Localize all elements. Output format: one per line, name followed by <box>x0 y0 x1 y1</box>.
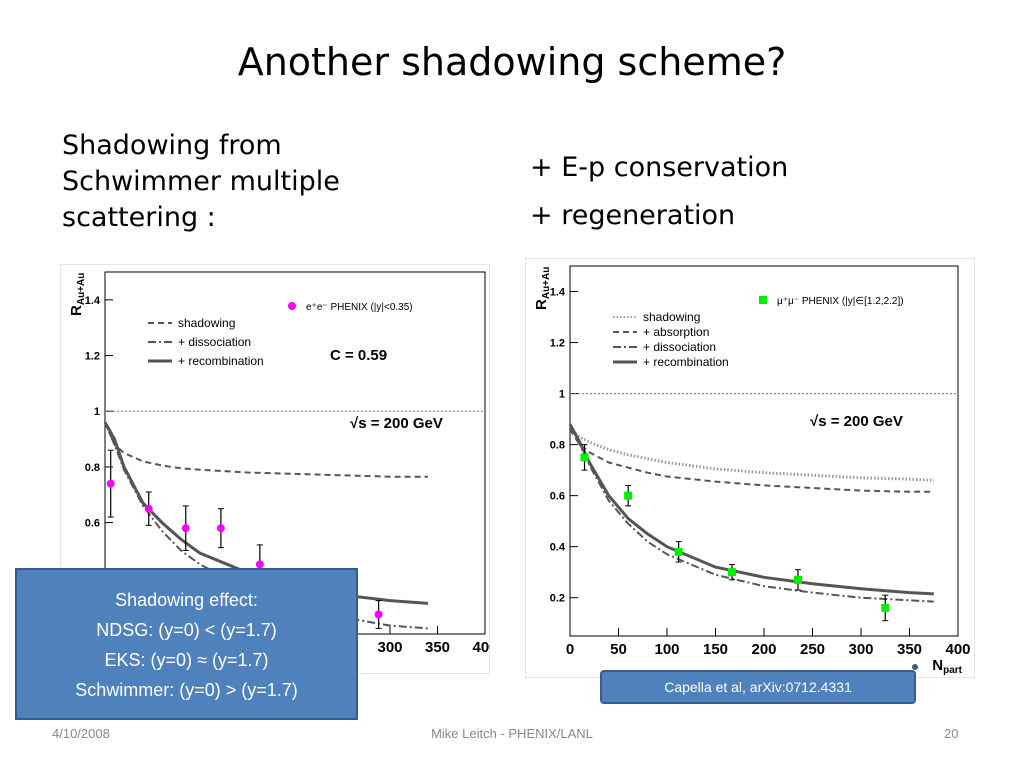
legend-label: shadowing <box>643 310 700 324</box>
legend-marker <box>759 296 767 304</box>
y-tick-label: 0.6 <box>85 518 100 530</box>
legend-label: + dissociation <box>178 335 251 349</box>
data-point <box>255 560 264 569</box>
callout-line-schwimmer: Schwimmer: (y=0) > (y=1.7) <box>75 680 298 700</box>
x-tick-label: 50 <box>610 641 627 658</box>
data-point <box>727 568 736 577</box>
data-point <box>181 524 190 533</box>
x-tick-label: 400 <box>472 639 490 656</box>
legend-label: + absorption <box>643 325 709 339</box>
data-point <box>216 524 225 533</box>
y-tick-label: 0.8 <box>85 462 100 474</box>
right-list: + E-p conservation + regeneration <box>530 152 788 248</box>
x-tick-label: 250 <box>800 641 825 658</box>
x-tick-label: 300 <box>848 641 873 658</box>
y-tick-label: 0.2 <box>550 593 565 605</box>
data-point <box>374 610 383 619</box>
x-axis-label-subscript: part <box>943 665 963 676</box>
data-point <box>881 603 890 612</box>
x-tick-label: 400 <box>945 641 970 658</box>
y-tick-label: 1 <box>94 406 100 418</box>
data-point <box>106 479 115 488</box>
left-subtitle: Shadowing from Schwimmer multiple scatte… <box>62 130 340 233</box>
y-tick-label: 0.4 <box>550 542 566 554</box>
x-tick-label: 100 <box>654 641 679 658</box>
legend-label: + recombination <box>178 354 264 368</box>
curve-recombination <box>568 423 934 596</box>
callout-line-title: Shadowing effect: <box>115 590 258 610</box>
curve-shadowing <box>104 422 428 478</box>
x-tick-label: 200 <box>751 641 776 658</box>
right-item-ep-conservation: + E-p conservation <box>530 152 789 183</box>
y-axis-label-subscript: Au+Au <box>541 267 552 300</box>
curve-absorption <box>569 428 934 493</box>
data-point <box>674 547 683 556</box>
reference-callout: Capella et al, arXiv:0712.4331 <box>600 664 918 704</box>
right-item-regeneration: + regeneration <box>530 200 736 231</box>
callout-line-eks: EKS: (y=0) ≈ (y=1.7) <box>104 650 269 670</box>
data-point <box>580 453 589 462</box>
curve-dissociation <box>104 422 429 630</box>
x-tick-label: 0 <box>566 641 574 658</box>
y-tick-label: 1.4 <box>550 287 566 299</box>
data-point <box>624 491 633 500</box>
footer-date: 4/10/2008 <box>52 726 110 741</box>
curve-shadowing <box>569 428 934 482</box>
y-tick-label: 1.4 <box>85 295 101 307</box>
chart-background <box>525 258 975 678</box>
x-tick-label: 150 <box>703 641 728 658</box>
y-tick-label: 0.6 <box>550 491 565 503</box>
legend-label: + recombination <box>643 355 729 369</box>
footer-page-number: 20 <box>944 726 959 741</box>
y-axis-label-subscript: Au+Au <box>76 273 87 306</box>
right-chart: 0.2 0.4 0.6 0.8 1 1.2 1.4 0 50 100 150 200 250 300 350… <box>525 258 975 678</box>
data-point <box>793 575 802 584</box>
legend-marker <box>288 302 296 310</box>
legend-label: + dissociation <box>643 340 716 354</box>
y-tick-label: 1.2 <box>85 351 100 363</box>
data-point <box>144 504 153 513</box>
x-tick-label: 350 <box>425 639 450 656</box>
shadowing-effect-callout: Shadowing effect: NDSG: (y=0) < (y=1.7) … <box>15 568 358 720</box>
footer-author: Mike Leitch - PHENIX/LANL <box>431 726 593 741</box>
x-tick-label: 350 <box>897 641 922 658</box>
chart-annotation: √s = 200 GeV <box>350 415 443 432</box>
y-tick-label: 1 <box>559 389 565 401</box>
x-tick-label: 300 <box>377 639 402 656</box>
slide-title: Another shadowing scheme? <box>237 40 787 84</box>
curve-dissociation <box>569 423 934 603</box>
legend-data-label: e⁺e⁻ PHENIX (|y|<0.35) <box>306 302 413 313</box>
callout-line-ndsg: NDSG: (y=0) < (y=1.7) <box>96 620 277 640</box>
legend-data-label: μ⁺μ⁻ PHENIX (|y|∈[1.2,2.2]) <box>777 296 904 307</box>
legend-label: shadowing <box>178 316 235 330</box>
chart-annotation: √s = 200 GeV <box>810 413 903 430</box>
y-tick-label: 1.2 <box>550 338 565 350</box>
y-tick-label: 0.8 <box>550 440 565 452</box>
chart-annotation: C = 0.59 <box>330 347 387 364</box>
